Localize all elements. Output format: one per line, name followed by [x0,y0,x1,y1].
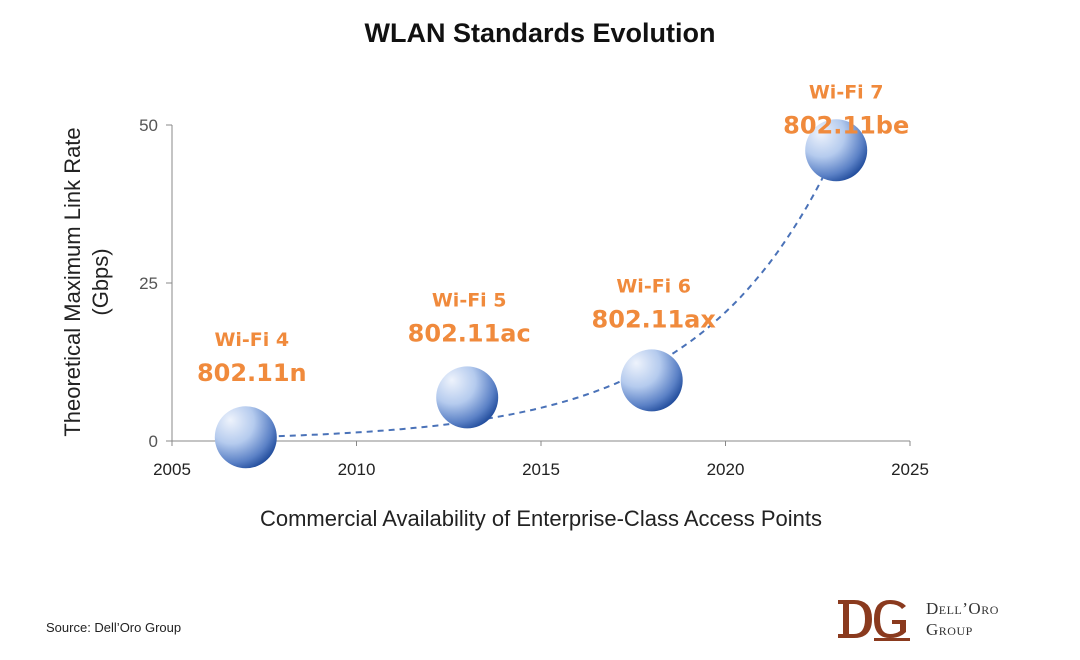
generation-label: Wi-Fi 7 [809,81,884,103]
trendline [245,149,838,439]
x-tick-label: 2005 [153,460,191,479]
x-tick-label: 2015 [522,460,560,479]
y-tick-label: 0 [149,432,158,451]
generation-label: Wi-Fi 5 [432,289,507,311]
y-axis-label-unit: (Gbps) [88,248,113,315]
chart-title: WLAN Standards Evolution [364,18,716,48]
logo-wordmark: Dell’Oro Group [926,598,999,640]
data-point-bubble [620,349,683,412]
chart-svg: 2005 2010 2015 2020 2025 0 25 50 Commercial Avai… [60,81,929,531]
y-axis-label: Theoretical Maximum Link Rate [60,127,85,436]
standard-label: 802.11n [197,359,307,387]
logo-line-1: Dell’Oro [926,599,999,618]
standard-label: 802.11ax [592,305,717,333]
y-tick-label: 50 [139,116,158,135]
y-tick-label: 25 [139,274,158,293]
data-point-bubble [214,406,277,469]
dell-oro-logo-mark [838,600,910,641]
generation-label: Wi-Fi 6 [616,275,691,297]
x-tick-label: 2010 [338,460,376,479]
x-tick-label: 2025 [891,460,929,479]
x-tick-label: 2020 [707,460,745,479]
standard-label: 802.11ac [408,319,531,347]
dell-oro-logo: Dell’Oro Group [834,594,1034,650]
generation-label: Wi-Fi 4 [214,329,289,351]
data-point-bubble [436,366,499,429]
source-note: Source: Dell’Oro Group [46,620,182,635]
logo-line-2: Group [926,620,973,639]
x-axis-label: Commercial Availability of Enterprise-Cl… [260,506,822,531]
data-point-bubble [805,119,868,182]
standard-label: 802.11be [783,111,909,139]
